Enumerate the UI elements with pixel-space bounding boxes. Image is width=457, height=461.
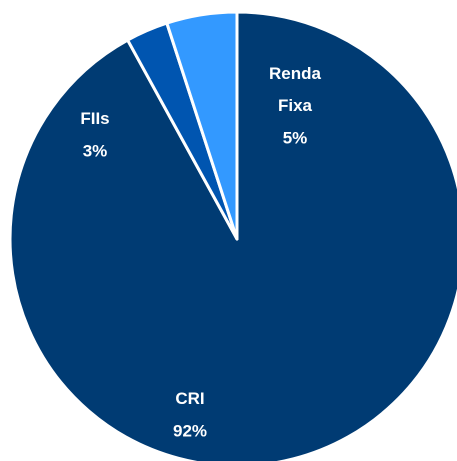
slice-category-label: CRI <box>175 389 204 408</box>
pie-slice <box>165 10 239 241</box>
slice-category-label: Renda Fixa <box>269 64 322 115</box>
pie-slice <box>8 10 457 461</box>
slice-value-label: 3% <box>83 141 108 160</box>
slice-category-label: FIIs <box>80 109 109 128</box>
slice-value-label: 5% <box>283 128 308 147</box>
slice-value-label: 92% <box>173 421 207 440</box>
